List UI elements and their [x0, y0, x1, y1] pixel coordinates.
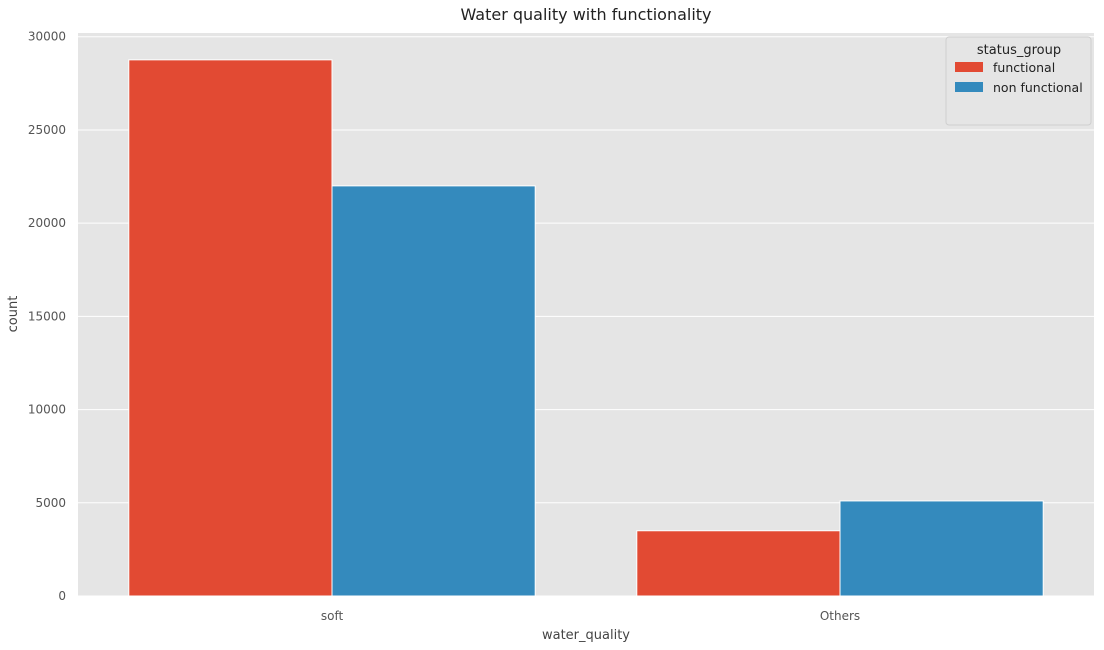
bars — [128, 59, 1044, 597]
y-tick-label: 20000 — [28, 216, 66, 230]
x-tick-label: Others — [820, 609, 860, 623]
y-tick-label: 10000 — [28, 403, 66, 417]
legend-swatch-functional — [955, 62, 983, 72]
legend-label-non-functional: non functional — [993, 80, 1083, 95]
y-tick-labels: 0 5000 10000 15000 20000 25000 30000 — [28, 30, 66, 603]
bar-functional-others — [636, 530, 841, 597]
y-tick-label: 25000 — [28, 123, 66, 137]
chart-title: Water quality with functionality — [460, 5, 711, 24]
y-tick-label: 30000 — [28, 30, 66, 44]
bar-non-functional-soft — [331, 185, 536, 597]
legend-swatch-non-functional — [955, 82, 983, 92]
bar-non-functional-others — [839, 500, 1044, 597]
legend: status_group functional non functional — [945, 36, 1092, 126]
x-axis-label: water_quality — [542, 628, 630, 643]
y-tick-label: 5000 — [35, 496, 66, 510]
bar-functional-soft — [128, 59, 333, 597]
legend-label-functional: functional — [993, 60, 1055, 75]
x-tick-labels: soft Others — [321, 609, 860, 623]
legend-box — [945, 36, 1092, 126]
y-axis-label: count — [6, 296, 21, 333]
y-tick-label: 0 — [58, 589, 66, 603]
x-tick-label: soft — [321, 609, 344, 623]
legend-title: status_group — [977, 43, 1061, 58]
y-tick-label: 15000 — [28, 309, 66, 323]
